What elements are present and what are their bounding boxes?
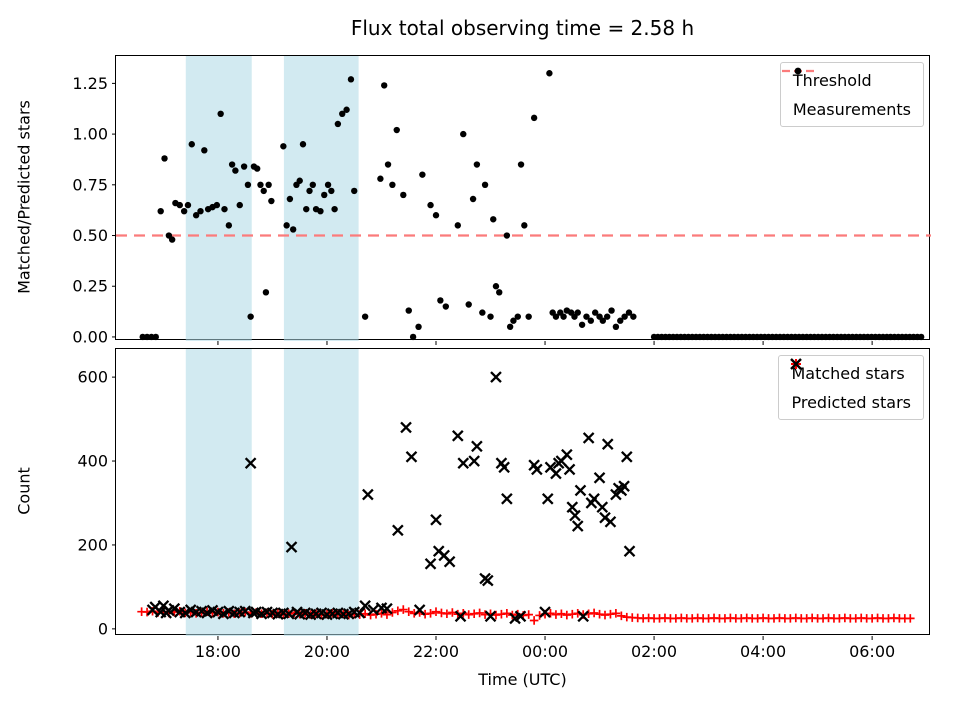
- legend-label-threshold: Threshold: [792, 70, 872, 90]
- svg-text:0.00: 0.00: [72, 327, 108, 346]
- svg-text:22:00: 22:00: [413, 642, 459, 661]
- svg-text:1.25: 1.25: [72, 74, 108, 93]
- bottom-y-axis-label: Count: [14, 467, 34, 515]
- svg-text:1.00: 1.00: [72, 125, 108, 144]
- top-y-axis-label: Matched/Predicted stars: [14, 100, 34, 294]
- svg-text:04:00: 04:00: [740, 642, 786, 661]
- legend-entry-measurements: Measurements: [792, 67, 911, 120]
- svg-text:0: 0: [98, 619, 108, 638]
- svg-text:600: 600: [77, 368, 108, 387]
- dot-marker-icon: [794, 67, 802, 75]
- bottom-legend: Matched stars Predicted stars: [778, 355, 924, 420]
- legend-label-predicted-stars: Predicted stars: [791, 392, 911, 412]
- bottom-chart-canvas: 18:00 20:00 22:00 00:00 02:00 04:00 06:00 0 200 4…: [77, 349, 915, 661]
- x-axis-label: Time (UTC): [478, 670, 567, 689]
- top-plot-area: 0.00 0.25 0.50 0.75 1.00 1.25 Threshold Measu…: [72, 55, 931, 346]
- svg-text:06:00: 06:00: [849, 642, 895, 661]
- legend-entry-predicted-stars: Predicted stars: [790, 358, 911, 413]
- svg-text:02:00: 02:00: [631, 642, 677, 661]
- chart-title: Flux total observing time = 2.58 h: [350, 16, 695, 40]
- top-chart-canvas: 0.00 0.25 0.50 0.75 1.00 1.25: [72, 56, 931, 346]
- svg-text:200: 200: [77, 535, 108, 554]
- svg-text:400: 400: [77, 452, 108, 471]
- svg-text:0.25: 0.25: [72, 277, 108, 296]
- svg-text:18:00: 18:00: [195, 642, 241, 661]
- bottom-plot-area: 18:00 20:00 22:00 00:00 02:00 04:00 06:00 0 200 4…: [77, 348, 930, 661]
- svg-text:0.75: 0.75: [72, 175, 108, 194]
- legend-label-matched-stars: Matched stars: [791, 363, 905, 383]
- svg-text:20:00: 20:00: [304, 642, 350, 661]
- svg-text:00:00: 00:00: [522, 642, 568, 661]
- top-legend: Threshold Measurements: [779, 62, 924, 127]
- legend-label-measurements: Measurements: [792, 99, 911, 119]
- x-marker-icon: [790, 358, 803, 370]
- svg-text:0.50: 0.50: [72, 226, 108, 245]
